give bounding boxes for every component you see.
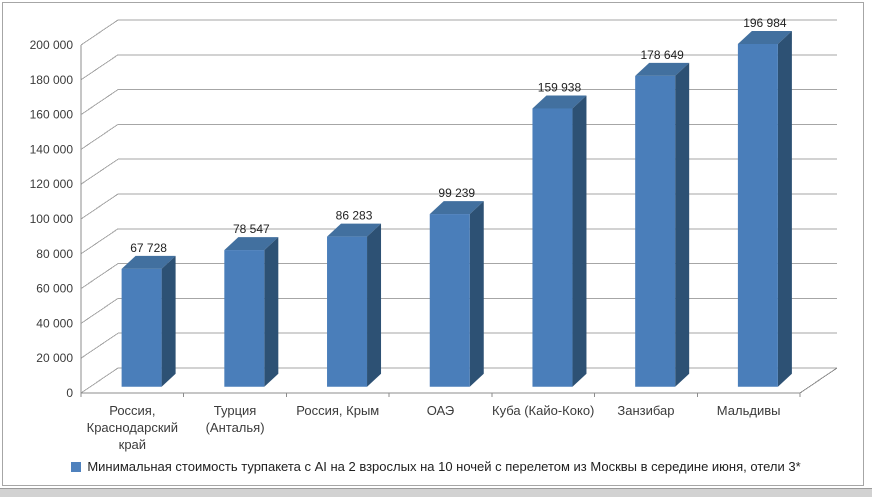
gridline-diagonal — [80, 228, 119, 255]
gridline-diagonal — [80, 332, 119, 359]
category-label: Занзибар — [617, 403, 675, 418]
bar-top-face — [429, 201, 484, 215]
bar-front-face — [121, 268, 162, 387]
ytick-label: 140 000 — [30, 142, 74, 156]
bar-top-face — [121, 255, 176, 269]
bar-top-face — [737, 30, 792, 44]
ytick-label: 180 000 — [30, 73, 74, 87]
ytick-label: 160 000 — [30, 108, 74, 122]
category-label: Куба (Кайо-Коко) — [492, 403, 595, 418]
gridline-diagonal — [80, 263, 119, 290]
bar-side-face — [675, 62, 690, 387]
ytick-label: 100 000 — [30, 212, 74, 226]
value-label: 67 728 — [130, 241, 167, 255]
ytick-label: 120 000 — [30, 177, 74, 191]
bar-top-face — [635, 62, 690, 76]
value-label: 196 984 — [743, 16, 787, 30]
gridline-diagonal — [80, 158, 119, 185]
bar-side-face — [469, 201, 484, 387]
category-label: Россия, Краснодарский край — [86, 403, 179, 452]
gridline-diagonal — [80, 89, 119, 116]
bottom-strip — [0, 488, 872, 497]
bar-side-face — [161, 255, 176, 387]
ytick-label: 20 000 — [36, 351, 73, 365]
bar-front-face — [737, 43, 778, 387]
legend-swatch-icon — [71, 461, 82, 472]
value-label: 86 283 — [336, 209, 373, 223]
bar-front-face — [224, 250, 265, 387]
gridline-diagonal — [80, 54, 119, 81]
bar-side-face — [777, 30, 792, 387]
ytick-label: 40 000 — [36, 316, 73, 330]
bar-top-face — [532, 95, 587, 109]
category-label: ОАЭ — [426, 403, 455, 418]
gridline-diagonal — [80, 193, 119, 220]
gridline-diagonal — [80, 19, 119, 46]
value-label: 78 547 — [233, 222, 270, 236]
value-label: 178 649 — [640, 48, 684, 62]
bar-front-face — [327, 236, 368, 387]
category-label: Турция (Анталья) — [205, 403, 265, 435]
bar-top-face — [224, 237, 279, 251]
bar-front-face — [635, 75, 676, 387]
bar-front-face — [429, 214, 470, 387]
ytick-label: 80 000 — [36, 247, 73, 261]
legend: Минимальная стоимость турпакета с AI на … — [0, 459, 872, 474]
value-label: 99 239 — [438, 186, 475, 200]
gridline-diagonal — [80, 123, 119, 150]
category-label: Мальдивы — [716, 403, 781, 418]
bar-side-face — [367, 223, 382, 387]
floor-right-edge — [799, 367, 838, 394]
bar-top-face — [327, 223, 382, 237]
ytick-label: 0 — [66, 386, 73, 400]
bar-side-face — [264, 237, 279, 387]
bar-side-face — [572, 95, 587, 387]
legend-label: Минимальная стоимость турпакета с AI на … — [87, 459, 801, 474]
ytick-label: 60 000 — [36, 282, 73, 296]
bar-front-face — [532, 108, 573, 387]
category-label: Россия, Крым — [296, 403, 380, 418]
gridline-diagonal — [80, 297, 119, 324]
ytick-label: 200 000 — [30, 38, 74, 52]
gridline-diagonal — [80, 367, 119, 394]
value-label: 159 938 — [538, 80, 582, 94]
